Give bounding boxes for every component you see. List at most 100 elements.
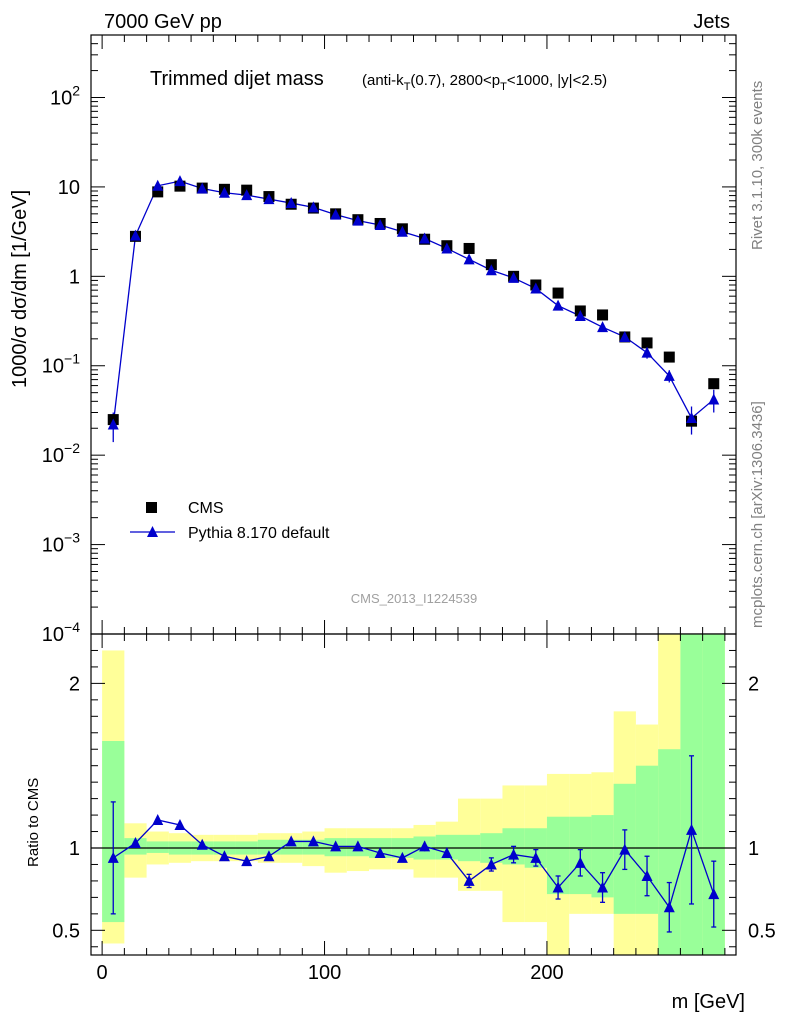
ratio-point bbox=[485, 858, 497, 870]
pythia-point bbox=[307, 201, 319, 213]
legend-label-pythia: Pythia 8.170 default bbox=[188, 525, 330, 542]
cms-point bbox=[152, 186, 164, 198]
pythia-point bbox=[686, 412, 698, 424]
ratio-point bbox=[552, 881, 564, 893]
pythia-point bbox=[419, 232, 431, 244]
pythia-point bbox=[241, 189, 253, 201]
main-y-tick-label: 10−4 bbox=[42, 619, 80, 646]
ratio-point bbox=[107, 851, 119, 863]
x-tick-label: 0 bbox=[97, 962, 108, 984]
analysis-watermark: CMS_2013_I1224539 bbox=[351, 591, 478, 606]
x-tick-label: 200 bbox=[530, 962, 563, 984]
ratio-point bbox=[619, 843, 631, 855]
ratio-band-inner bbox=[635, 765, 659, 914]
ratio-point bbox=[641, 869, 653, 881]
main-subtitle: (anti-kT(0.7), 2800<pT<1000, |y|<2.5) bbox=[362, 72, 607, 93]
pythia-point bbox=[597, 321, 609, 333]
legend-marker-pythia bbox=[147, 526, 158, 537]
cms-point bbox=[552, 287, 564, 299]
pythia-point bbox=[374, 219, 386, 231]
legend-label-cms: CMS bbox=[188, 500, 224, 517]
ratio-point bbox=[574, 856, 586, 868]
ratio-band-inner bbox=[257, 839, 281, 855]
pythia-point bbox=[129, 229, 141, 241]
pythia-point bbox=[352, 214, 364, 226]
cms-point bbox=[641, 337, 653, 349]
ratio-point bbox=[708, 888, 720, 900]
pythia-point bbox=[107, 418, 119, 430]
pythia-point bbox=[330, 208, 342, 220]
pythia-point bbox=[663, 369, 675, 381]
pythia-point bbox=[485, 264, 497, 276]
ratio-point bbox=[396, 851, 408, 863]
ratio-point bbox=[508, 848, 520, 860]
main-title: Trimmed dijet mass bbox=[150, 68, 324, 90]
ratio-band-inner bbox=[702, 634, 725, 955]
pythia-point bbox=[196, 182, 208, 194]
ratio-y-tick-label-right: 2 bbox=[748, 673, 759, 695]
ratio-y-axis-label: Ratio to CMS bbox=[25, 778, 42, 867]
ratio-point bbox=[330, 840, 342, 852]
legend: CMS Pythia 8.170 default bbox=[130, 500, 330, 542]
pythia-point bbox=[218, 186, 230, 198]
ratio-point bbox=[285, 835, 297, 847]
legend-marker-cms bbox=[146, 502, 157, 513]
ratio-point bbox=[196, 838, 208, 850]
ratio-band-inner bbox=[546, 816, 570, 895]
ratio-band-inner bbox=[146, 841, 169, 853]
pythia-point bbox=[441, 242, 453, 254]
main-panel: 102 10 1 10−1 10−2 10−3 10−4 bbox=[42, 34, 737, 646]
ratio-y-tick-label-right: 1 bbox=[748, 838, 759, 860]
ratio-band-inner bbox=[302, 839, 325, 855]
energy-label: 7000 GeV pp bbox=[104, 11, 222, 33]
ratio-point bbox=[263, 850, 275, 862]
pythia-point bbox=[574, 310, 586, 322]
pythia-point bbox=[619, 330, 631, 342]
cms-point bbox=[597, 309, 609, 321]
ratio-point bbox=[597, 881, 609, 893]
main-y-tick-label: 1 bbox=[69, 266, 80, 288]
mcplots-label: mcplots.cern.ch [arXiv:1306.3436] bbox=[749, 401, 766, 628]
ratio-y-tick-label-left: 0.5 bbox=[52, 920, 80, 942]
ratio-y-tick-label-right: 0.5 bbox=[748, 920, 776, 942]
main-y-tick-label: 10−1 bbox=[42, 351, 80, 378]
ratio-point bbox=[129, 837, 141, 849]
main-y-tick-label: 102 bbox=[50, 82, 80, 109]
main-frame bbox=[90, 34, 737, 635]
pythia-point bbox=[396, 225, 408, 237]
ratio-panel: 0 100 200 0.5 0.5 1 1 2 2 bbox=[52, 633, 776, 984]
x-axis-label: m [GeV] bbox=[672, 991, 745, 1013]
pythia-point bbox=[463, 253, 475, 265]
pythia-point bbox=[552, 299, 564, 311]
ratio-point bbox=[152, 814, 164, 826]
ratio-point bbox=[307, 835, 319, 847]
rivet-label: Rivet 3.1.10, 300k events bbox=[749, 81, 766, 250]
ratio-line bbox=[112, 819, 715, 909]
ratio-point bbox=[530, 851, 542, 863]
x-tick-label: 100 bbox=[308, 962, 341, 984]
pythia-point bbox=[152, 179, 164, 191]
pythia-point bbox=[708, 393, 720, 405]
ratio-y-tick-label-left: 1 bbox=[69, 838, 80, 860]
ratio-point bbox=[463, 874, 475, 886]
pythia-point bbox=[285, 197, 297, 209]
cms-point bbox=[708, 378, 720, 390]
main-y-tick-label: 10−2 bbox=[42, 440, 80, 467]
main-y-tick-label: 10−3 bbox=[42, 530, 80, 557]
ratio-point bbox=[374, 846, 386, 858]
pythia-point bbox=[641, 346, 653, 358]
ratio-point bbox=[218, 850, 230, 862]
ratio-point bbox=[663, 901, 675, 913]
ratio-band-inner bbox=[280, 839, 303, 855]
ratio-point bbox=[241, 855, 253, 867]
ratio-point bbox=[441, 846, 453, 858]
pythia-line bbox=[112, 180, 715, 425]
pythia-point bbox=[174, 175, 186, 187]
pythia-point bbox=[530, 282, 542, 294]
pythia-point bbox=[508, 271, 520, 283]
category-label: Jets bbox=[693, 11, 730, 33]
main-y-axis-label: 1000/σ dσ/dm [1/GeV] bbox=[9, 190, 31, 388]
pythia-point bbox=[263, 193, 275, 205]
ratio-point bbox=[352, 840, 364, 852]
